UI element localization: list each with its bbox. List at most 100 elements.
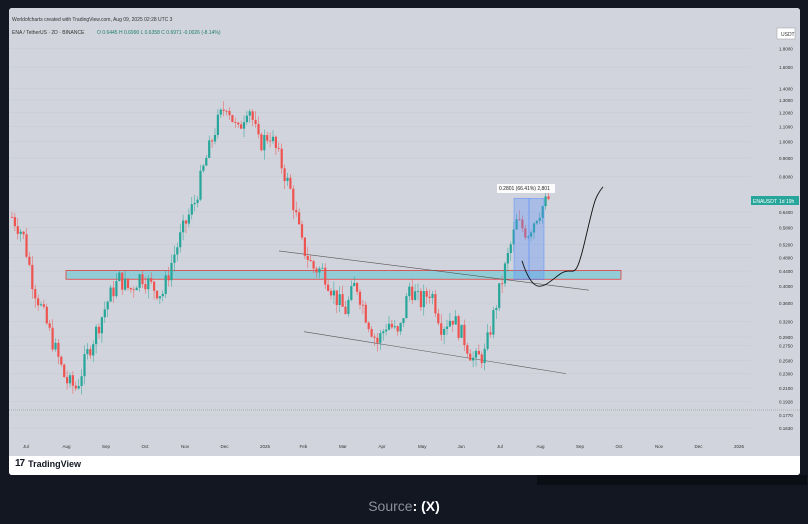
candle-body (414, 291, 417, 301)
candle-body (512, 229, 515, 245)
candle-body (150, 278, 153, 282)
source-caption: Source: (X) (0, 498, 808, 514)
price-chart[interactable]: Worldofcharts created with TradingView.c… (9, 8, 800, 456)
y-tick-label: 0.4400 (779, 269, 793, 274)
candle-body (492, 310, 495, 335)
candle-body (474, 350, 478, 358)
candle-body (132, 289, 135, 291)
candle-body (222, 109, 225, 111)
x-tick-label: 2025 (260, 444, 271, 449)
candle-body (416, 290, 420, 292)
candle-body (329, 290, 333, 296)
candle-body (269, 140, 272, 142)
candle-body (477, 350, 480, 355)
candle-body (54, 342, 57, 350)
candle-body (495, 308, 498, 311)
candle-body (408, 286, 411, 297)
candle-body (112, 287, 115, 297)
candle-body (379, 333, 382, 343)
candle-body (353, 282, 356, 287)
candle-body (532, 223, 536, 233)
candle-body (13, 217, 16, 227)
y-tick-label: 0.9000 (779, 156, 793, 161)
y-tick-label: 0.1770 (779, 413, 793, 418)
currency-box[interactable] (776, 27, 796, 40)
candle-body (176, 247, 179, 255)
candle-body (454, 316, 457, 325)
candle-body (83, 354, 86, 377)
candle-body (205, 157, 208, 166)
candle-body (240, 124, 243, 129)
candle-body (382, 331, 385, 334)
candle-body (544, 196, 547, 207)
candle-body (437, 313, 440, 324)
candle-body (440, 323, 443, 335)
candle-body (376, 337, 379, 343)
candle-body (289, 177, 292, 189)
x-tick-label: Aug (63, 444, 72, 449)
candle-body (251, 111, 254, 120)
x-axis: Jul Aug Sep Oct Nov Dec 2025 Feb Mar Apr May Jun Jul… (9, 409, 800, 449)
source-link[interactable]: : (X) (412, 498, 440, 514)
y-tick-label: 0.4000 (779, 284, 793, 289)
candle-body (338, 294, 341, 306)
chart-background (9, 8, 800, 456)
candle-body (527, 236, 530, 238)
candle-body (170, 262, 173, 281)
candle-body (541, 206, 544, 218)
candle-body (184, 220, 188, 224)
candle-body (80, 376, 83, 386)
candle-body (10, 216, 14, 218)
watermark-text: Worldofcharts created with TradingView.c… (12, 17, 173, 23)
tradingview-logo-text: TradingView (28, 458, 81, 469)
x-tick-label: May (418, 444, 427, 449)
candle-body (266, 135, 269, 141)
y-tick-label: 0.8000 (779, 175, 793, 180)
candle-body (390, 323, 393, 328)
upper-channel-line (278, 250, 590, 291)
candle-body (469, 353, 472, 361)
candle-body (318, 268, 321, 273)
candle-body (370, 329, 373, 337)
tradingview-logo[interactable]: 17 TradingView (15, 458, 81, 469)
candle-body (431, 294, 434, 299)
candle-body (460, 324, 463, 338)
candle-body (144, 284, 147, 290)
candle-body (86, 349, 89, 355)
candle-body (129, 287, 132, 290)
candle-body (344, 306, 347, 314)
price-tag-label: ENAUSDT (753, 199, 777, 205)
candle-body (428, 296, 431, 299)
candle-body (153, 281, 156, 291)
candle-body (28, 256, 31, 265)
candle-body (135, 287, 138, 291)
x-tick-label: Apr (379, 444, 387, 449)
candle-body (22, 231, 25, 235)
candle-body (327, 284, 330, 291)
candle-body (237, 122, 240, 125)
candle-body (387, 323, 391, 330)
candle-body (77, 385, 80, 389)
candle-body (341, 294, 344, 307)
candle-body (208, 140, 211, 158)
candle-body (315, 268, 318, 273)
y-tick-label: 0.6400 (779, 210, 793, 215)
price-tag: ENAUSDT 1d 19h (751, 196, 799, 205)
candle-body (306, 255, 309, 261)
candle-body (367, 322, 370, 330)
candle-body (283, 168, 286, 182)
candle-body (503, 263, 507, 284)
y-tick-label: 1.0000 (779, 139, 793, 144)
x-tick-label: Nov (181, 444, 190, 449)
measure-label-bg (497, 184, 555, 193)
candle-body (538, 217, 541, 221)
candle-body (451, 320, 454, 325)
candle-body (60, 356, 63, 365)
candle-body (393, 326, 396, 328)
candle-body (31, 264, 34, 290)
y-tick-label: 0.2750 (779, 343, 793, 348)
candle-body (141, 274, 144, 285)
candle-body (425, 290, 428, 297)
candle-body (155, 290, 159, 299)
candle-body (190, 204, 193, 215)
